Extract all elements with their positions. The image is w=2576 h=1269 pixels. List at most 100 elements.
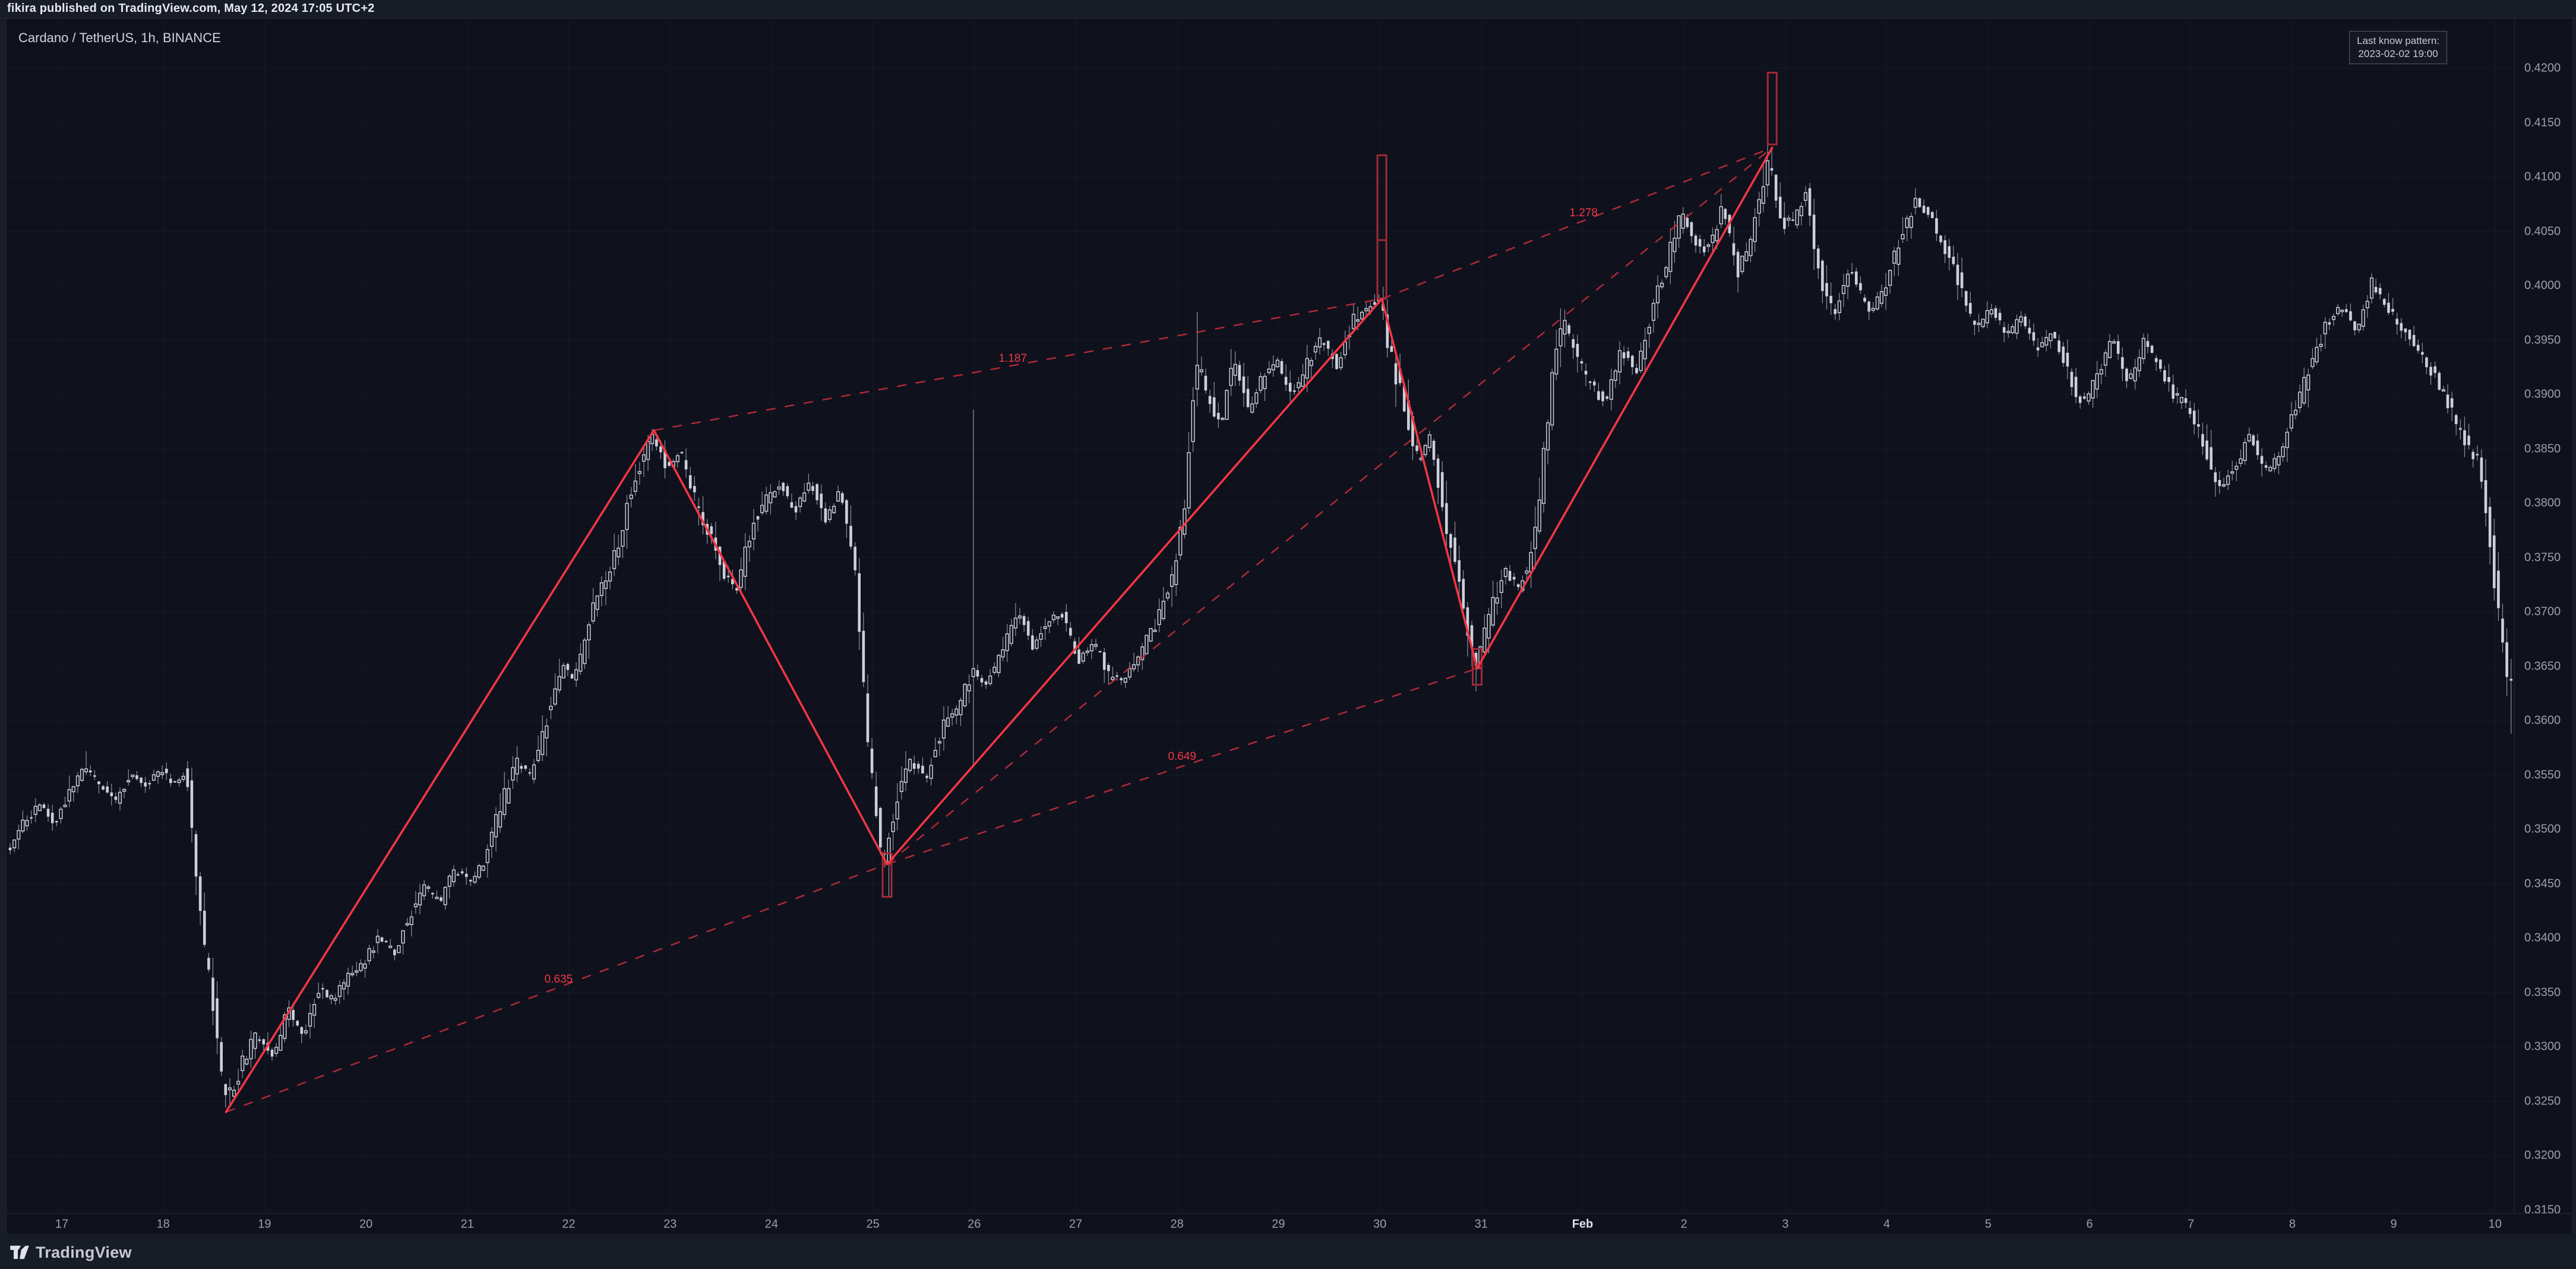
pattern-target-box[interactable] — [1766, 71, 1778, 146]
candle-body — [2509, 678, 2512, 681]
candle-body — [528, 772, 532, 774]
candle-body — [1043, 626, 1047, 629]
candle-body — [2425, 357, 2428, 368]
candle-body — [245, 1059, 249, 1065]
candle-body — [625, 503, 629, 531]
candle-body — [816, 484, 818, 500]
candle-body — [1711, 235, 1715, 244]
tradingview-logo[interactable]: TradingView — [10, 1242, 132, 1262]
candle-body — [460, 871, 464, 874]
candle-body — [1765, 160, 1769, 185]
candle-body — [1778, 197, 1782, 219]
pattern-dashed-line[interactable] — [653, 298, 1382, 431]
tradingview-brand-icon — [10, 1245, 29, 1259]
candle-body — [1035, 639, 1039, 649]
candle-body — [2087, 393, 2091, 402]
candle-body — [1039, 633, 1043, 640]
candlestick-chart[interactable]: 0.635 0.649 1.187 1.278 — [7, 18, 2514, 1213]
candle-body — [1339, 357, 1343, 368]
candle-body — [2404, 328, 2407, 333]
pattern-dashed-line[interactable] — [886, 147, 1773, 865]
time-axis[interactable]: 17 18 19 20 21 22 23 24 25 26 27 28 29 30 31 Feb 2 3 4 5 6 7 8… — [7, 1213, 2571, 1235]
candle-body — [1335, 353, 1338, 370]
candle-body — [1458, 560, 1461, 582]
candle-body — [367, 948, 371, 961]
pattern-target-box[interactable] — [1471, 648, 1483, 686]
candle-body — [220, 1042, 223, 1072]
pattern-dashed-line[interactable] — [226, 863, 887, 1113]
candle-body — [1834, 309, 1837, 314]
price-axis-label: 0.3450 — [2524, 877, 2561, 890]
candle-body — [1102, 652, 1106, 670]
candle-body — [520, 766, 523, 769]
candle-body — [807, 482, 811, 491]
candle-body — [941, 719, 946, 739]
price-axis[interactable]: 0.4200 0.4150 0.4100 0.4050 0.4000 0.3950 0.39… — [2514, 18, 2572, 1216]
pattern-dashed-line[interactable] — [1382, 147, 1773, 300]
candle-body — [2221, 484, 2226, 487]
candle-body — [405, 923, 409, 926]
fib-ratio-label: 0.635 — [545, 973, 573, 986]
candle-body — [929, 765, 933, 779]
candle-body — [456, 874, 460, 876]
candle-body — [827, 509, 832, 520]
candle-body — [2019, 316, 2023, 323]
candle-body — [262, 1039, 265, 1044]
candle-body — [2446, 394, 2449, 409]
candle-body — [2421, 352, 2424, 355]
candle-body — [862, 630, 865, 683]
candle-body — [887, 838, 891, 864]
candle-body — [1136, 656, 1140, 665]
pattern-dashed-line[interactable] — [887, 668, 1478, 865]
candle-body — [2331, 315, 2336, 320]
candle-body — [127, 779, 131, 782]
candle-body — [236, 1081, 241, 1085]
candle-body — [2293, 409, 2297, 415]
candle-body — [2137, 357, 2141, 371]
candle-body — [1525, 570, 1529, 574]
candle-body — [384, 940, 388, 943]
candle-body — [1005, 633, 1009, 651]
candle-body — [1233, 364, 1237, 376]
candle-body — [971, 668, 975, 677]
candle-body — [1821, 260, 1824, 291]
candle-body — [1423, 445, 1427, 456]
time-axis-label: 25 — [866, 1217, 880, 1230]
candle-body — [80, 769, 84, 781]
candle-body — [1863, 298, 1866, 302]
candle-body — [1774, 175, 1778, 201]
candle-body — [1803, 192, 1807, 201]
candle-body — [1149, 628, 1153, 642]
candle-body — [599, 582, 603, 596]
candle-body — [1875, 296, 1879, 310]
candle-body — [688, 475, 692, 489]
candle-body — [279, 1034, 283, 1051]
candle-body — [1145, 634, 1149, 655]
candle-body — [993, 667, 997, 673]
time-axis-label: 27 — [1069, 1217, 1083, 1230]
chart-pane[interactable]: 0.635 0.649 1.187 1.278 Cardano / TetherUS,… — [7, 18, 2514, 1213]
candle-body — [1601, 391, 1604, 402]
candle-body — [1673, 238, 1677, 252]
candle-body — [794, 506, 798, 513]
candle-body — [878, 807, 882, 848]
candle-body — [1187, 452, 1191, 509]
pattern-target-box[interactable] — [881, 852, 893, 898]
candle-body — [722, 561, 726, 579]
candle-body — [2349, 311, 2352, 321]
candle-body — [2214, 472, 2217, 482]
candle-body — [342, 982, 346, 990]
candle-body — [312, 1003, 317, 1016]
candle-body — [1749, 239, 1753, 257]
candle-body — [524, 765, 527, 769]
pattern-info-line1: Last know pattern: — [2357, 35, 2439, 46]
pattern-zigzag-line[interactable] — [225, 146, 1774, 1113]
candle-body — [321, 988, 324, 990]
candle-body — [2239, 458, 2243, 464]
candle-body — [253, 1032, 257, 1049]
candle-body — [2441, 389, 2445, 392]
candle-body — [1977, 323, 1981, 326]
candle-body — [777, 486, 781, 490]
candle-body — [1529, 552, 1533, 573]
candle-body — [329, 995, 333, 999]
